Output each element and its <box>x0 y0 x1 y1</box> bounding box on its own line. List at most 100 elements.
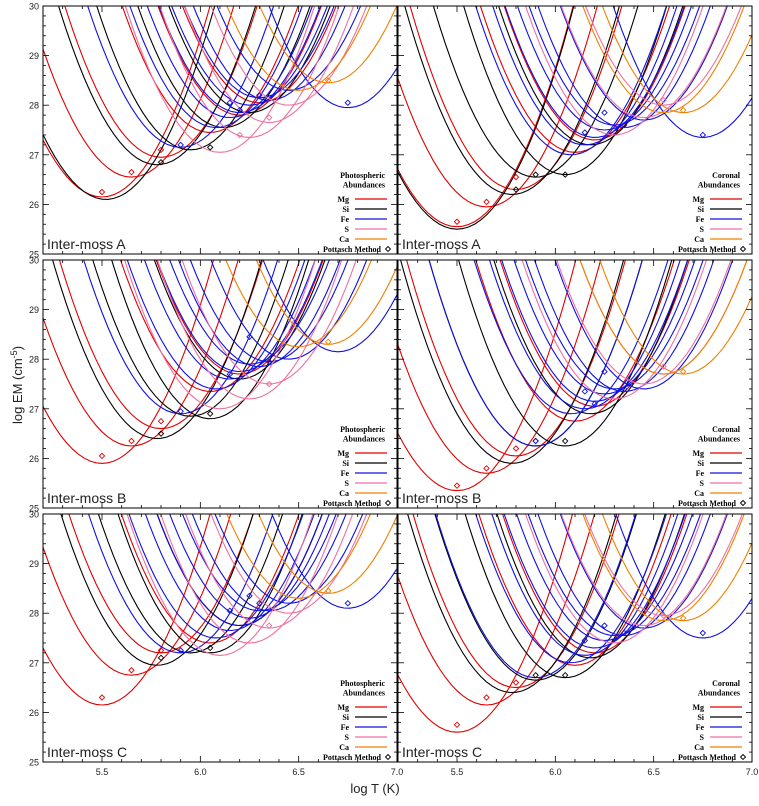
em-curve-fe <box>525 260 704 390</box>
panel-6: 5.5 6.0 6.5 7.0 Inter-moss C CoronalAbundance… <box>397 513 758 777</box>
legend-label-pottasch: Pottasch Method <box>323 499 382 508</box>
em-curve-fe <box>181 514 337 612</box>
em-curve-fe <box>501 260 689 402</box>
pottasch-marker-mg <box>483 694 490 701</box>
em-curve-fe <box>554 260 734 390</box>
legend-label-fe: Fe <box>341 215 350 224</box>
legend-label-mg: Mg <box>337 703 349 712</box>
panel-5: 25 26 27 28 29 30 5.5 6.0 6.5 7.0 Inter-moss C Phot… <box>29 510 403 778</box>
pottasch-marker-mg <box>157 417 165 425</box>
pottasch-marker-si <box>206 644 214 652</box>
y-tick-label: 25 <box>29 250 39 260</box>
em-curve-fe <box>475 6 667 156</box>
legend-title: Abundances <box>698 689 740 698</box>
em-curve-si <box>52 260 263 440</box>
em-curve-fe <box>516 6 693 131</box>
pottasch-marker-fe <box>246 333 253 341</box>
em-curve-fe <box>171 6 328 106</box>
legend-label-s: S <box>345 479 350 488</box>
pottasch-marker-fe <box>344 600 352 607</box>
legend-label-si: Si <box>342 459 349 468</box>
em-curve-mg <box>398 514 574 733</box>
pottasch-marker-si <box>561 171 569 178</box>
legend-label-s: S <box>345 225 350 234</box>
legend-label-s: S <box>345 733 350 742</box>
pottasch-marker-s <box>660 363 667 370</box>
legend-title: Photospheric <box>340 679 385 688</box>
panel-label: Inter-moss B <box>47 490 126 506</box>
pottasch-marker-fe <box>177 141 184 149</box>
pottasch-marker-mg <box>483 465 490 472</box>
em-curve-s <box>560 6 727 119</box>
legend-label-mg: Mg <box>337 195 349 204</box>
pottasch-marker-si <box>561 437 569 445</box>
legend-marker-pottasch <box>384 499 392 507</box>
pottasch-marker-ca <box>679 614 687 622</box>
legend-title: Abundances <box>698 435 740 444</box>
em-curve-mg <box>121 6 299 133</box>
pottasch-marker-fe <box>601 109 608 116</box>
em-curve-si <box>434 514 637 681</box>
y-axis-label-close: ) <box>10 346 25 350</box>
em-curve-fe <box>214 514 364 604</box>
em-curve-fe <box>615 514 752 639</box>
y-tick-label: 27 <box>29 404 39 414</box>
em-curve-mg <box>58 260 264 430</box>
em-curve-s <box>184 6 355 124</box>
em-curve-fe <box>435 514 637 679</box>
pottasch-marker-s <box>660 97 667 104</box>
panel-label: Inter-moss A <box>47 236 126 252</box>
pottasch-marker-fe <box>256 600 263 607</box>
legend-title: Abundances <box>343 435 385 444</box>
pottasch-marker-fe <box>236 106 243 114</box>
pottasch-marker-si <box>512 186 520 193</box>
pottasch-marker-si <box>157 654 165 662</box>
legend-label-si: Si <box>697 713 704 722</box>
legend-label-fe: Fe <box>696 215 705 224</box>
em-curve-mg <box>68 514 254 654</box>
legend-marker-pottasch <box>384 245 392 253</box>
pottasch-marker-fe <box>601 622 608 629</box>
em-curve-mg <box>43 514 232 676</box>
em-curve-fe <box>491 514 679 656</box>
em-curve-fe <box>527 514 702 637</box>
em-curve-fe <box>129 6 303 129</box>
y-tick-label: 26 <box>29 708 39 718</box>
pottasch-marker-si <box>206 410 214 417</box>
em-curve-mg <box>478 514 672 666</box>
pottasch-marker-si <box>532 437 539 445</box>
em-curve-si <box>60 514 254 666</box>
em-curve-ca <box>579 260 748 375</box>
em-curve-si <box>407 514 618 694</box>
curve-group <box>43 6 397 200</box>
pottasch-marker-si <box>532 671 539 679</box>
legend-label-fe: Fe <box>696 723 705 732</box>
pottasch-marker-s <box>236 131 243 139</box>
pottasch-marker-ca <box>324 77 332 84</box>
em-curve-si <box>398 6 575 230</box>
em-curve-fe <box>559 514 728 629</box>
pottasch-marker-ca <box>679 368 687 375</box>
pottasch-marker-s <box>265 380 273 388</box>
pottasch-marker-mg <box>128 437 135 445</box>
pottasch-marker-s <box>265 622 273 629</box>
em-curve-fe <box>262 260 397 353</box>
legend-label-pottasch: Pottasch Method <box>323 753 382 762</box>
em-curve-fe <box>515 514 694 642</box>
em-curve-s <box>525 514 704 644</box>
em-curve-fe <box>473 260 669 415</box>
em-curve-fe <box>612 6 752 138</box>
pottasch-marker-fe <box>226 99 234 106</box>
legend-label-pottasch: Pottasch Method <box>323 245 382 254</box>
legend-title: Abundances <box>343 689 385 698</box>
em-curve-s <box>156 260 343 400</box>
pottasch-marker-mg <box>157 647 165 654</box>
pottasch-marker-mg <box>453 721 461 729</box>
pottasch-marker-si <box>532 171 539 178</box>
em-curve-fe <box>87 6 275 148</box>
pottasch-marker-si <box>157 430 165 437</box>
y-tick-label: 30 <box>29 256 39 266</box>
y-tick-label: 29 <box>29 305 39 315</box>
legend-title: Abundances <box>698 181 740 190</box>
